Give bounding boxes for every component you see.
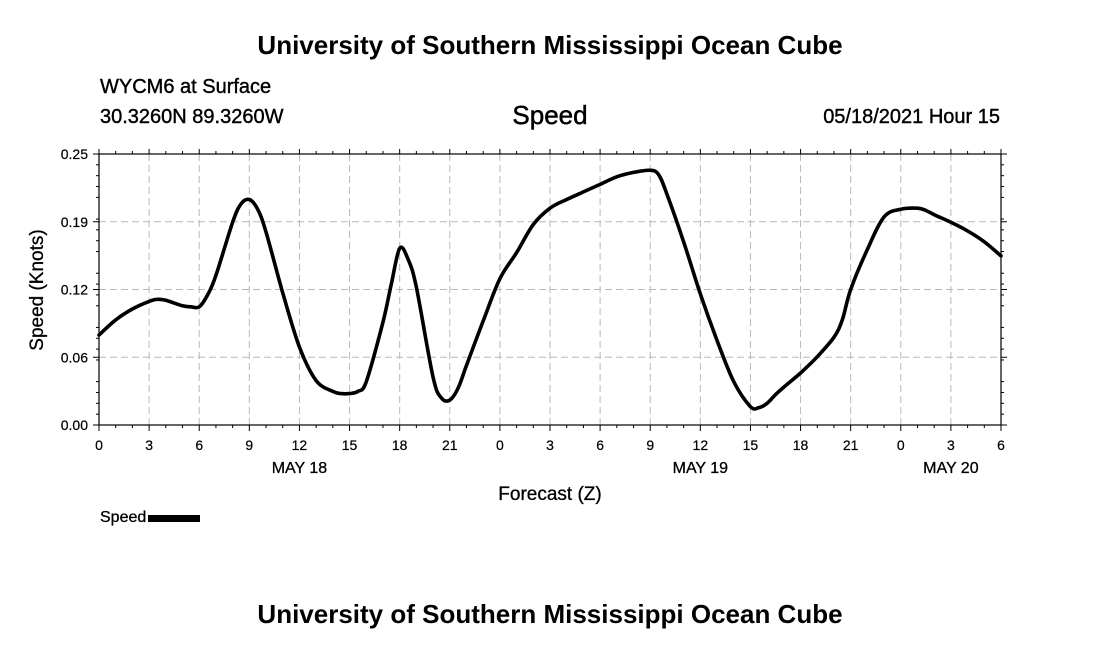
date-label: MAY 19	[673, 460, 729, 477]
forecast-datetime: 05/18/2021 Hour 15	[823, 106, 1000, 128]
station-label: WYCM6 at Surface	[100, 76, 272, 98]
x-tick-label: 6	[997, 437, 1005, 453]
y-tick-label: 0.19	[61, 214, 88, 230]
x-tick-label: 0	[496, 437, 504, 453]
grid	[99, 154, 1001, 425]
date-label: MAY 20	[923, 460, 979, 477]
legend-label: Speed	[100, 509, 147, 526]
x-tick-label: 21	[843, 437, 859, 453]
x-tick-label: 9	[245, 437, 253, 453]
x-axis-title: Forecast (Z)	[498, 484, 601, 505]
top-title: University of Southern Mississippi Ocean…	[257, 30, 843, 60]
bottom-title: University of Southern Mississippi Ocean…	[257, 599, 843, 629]
x-tick-label: 18	[793, 437, 809, 453]
series-layer	[97, 168, 1003, 411]
chart-title: Speed	[512, 100, 588, 131]
x-tick-label: 6	[596, 437, 604, 453]
legend: Speed	[100, 509, 201, 527]
x-tick-label: 3	[947, 437, 955, 453]
coordinates-label: 30.3260N 89.3260W	[100, 106, 284, 128]
x-tick-label: 0	[897, 437, 905, 453]
y-tick-label: 0.12	[61, 282, 88, 298]
x-tick-label: 3	[546, 437, 554, 453]
speed-series-line	[97, 168, 1003, 411]
plot-frame	[98, 153, 1002, 426]
x-tick-label: 12	[292, 437, 308, 453]
x-tick-label: 18	[392, 437, 408, 453]
y-tick-label: 0.00	[61, 417, 88, 433]
x-tick-label: 6	[195, 437, 203, 453]
legend-swatch	[148, 514, 201, 522]
x-tick-label: 3	[145, 437, 153, 453]
x-tick-label: 15	[743, 437, 759, 453]
y-axis-title: Speed (Knots)	[27, 229, 48, 350]
date-label: MAY 18	[272, 460, 328, 477]
x-tick-label: 21	[442, 437, 458, 453]
y-tick-label: 0.06	[61, 349, 88, 365]
y-tick-label: 0.25	[61, 146, 88, 162]
x-tick-label: 12	[693, 437, 709, 453]
x-tick-label: 0	[95, 437, 103, 453]
x-tick-label: 9	[646, 437, 654, 453]
axis-labels: 0 3 6 9 12 15 18 21 0 3 6 9 12 15 18 21 0 3 6 0.00 0.06 0.12 0…	[61, 146, 1006, 477]
x-tick-label: 15	[342, 437, 358, 453]
